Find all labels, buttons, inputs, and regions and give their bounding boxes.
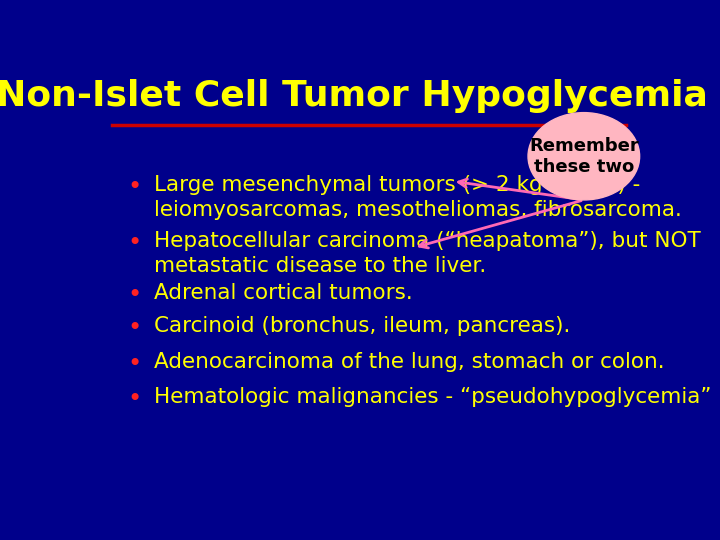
Text: Adenocarcinoma of the lung, stomach or colon.: Adenocarcinoma of the lung, stomach or c… bbox=[154, 352, 665, 372]
Text: Hematologic malignancies - “pseudohypoglycemia”: Hematologic malignancies - “pseudohypogl… bbox=[154, 387, 711, 407]
Text: •: • bbox=[127, 231, 142, 255]
Text: •: • bbox=[127, 316, 142, 340]
Text: Large mesenchymal tumors (> 2 kg in size) -
leiomyosarcomas, mesotheliomas, fibr: Large mesenchymal tumors (> 2 kg in size… bbox=[154, 175, 682, 220]
Text: •: • bbox=[127, 387, 142, 411]
Text: Non-Islet Cell Tumor Hypoglycemia: Non-Islet Cell Tumor Hypoglycemia bbox=[0, 79, 708, 113]
Text: Carcinoid (bronchus, ileum, pancreas).: Carcinoid (bronchus, ileum, pancreas). bbox=[154, 316, 570, 336]
Text: Remember
these two: Remember these two bbox=[529, 137, 639, 176]
Text: Adrenal cortical tumors.: Adrenal cortical tumors. bbox=[154, 283, 413, 303]
Text: •: • bbox=[127, 283, 142, 307]
Text: •: • bbox=[127, 352, 142, 376]
Text: Hepatocellular carcinoma (“heapatoma”), but NOT
metastatic disease to the liver.: Hepatocellular carcinoma (“heapatoma”), … bbox=[154, 231, 701, 276]
Ellipse shape bbox=[528, 113, 639, 200]
Text: •: • bbox=[127, 175, 142, 199]
